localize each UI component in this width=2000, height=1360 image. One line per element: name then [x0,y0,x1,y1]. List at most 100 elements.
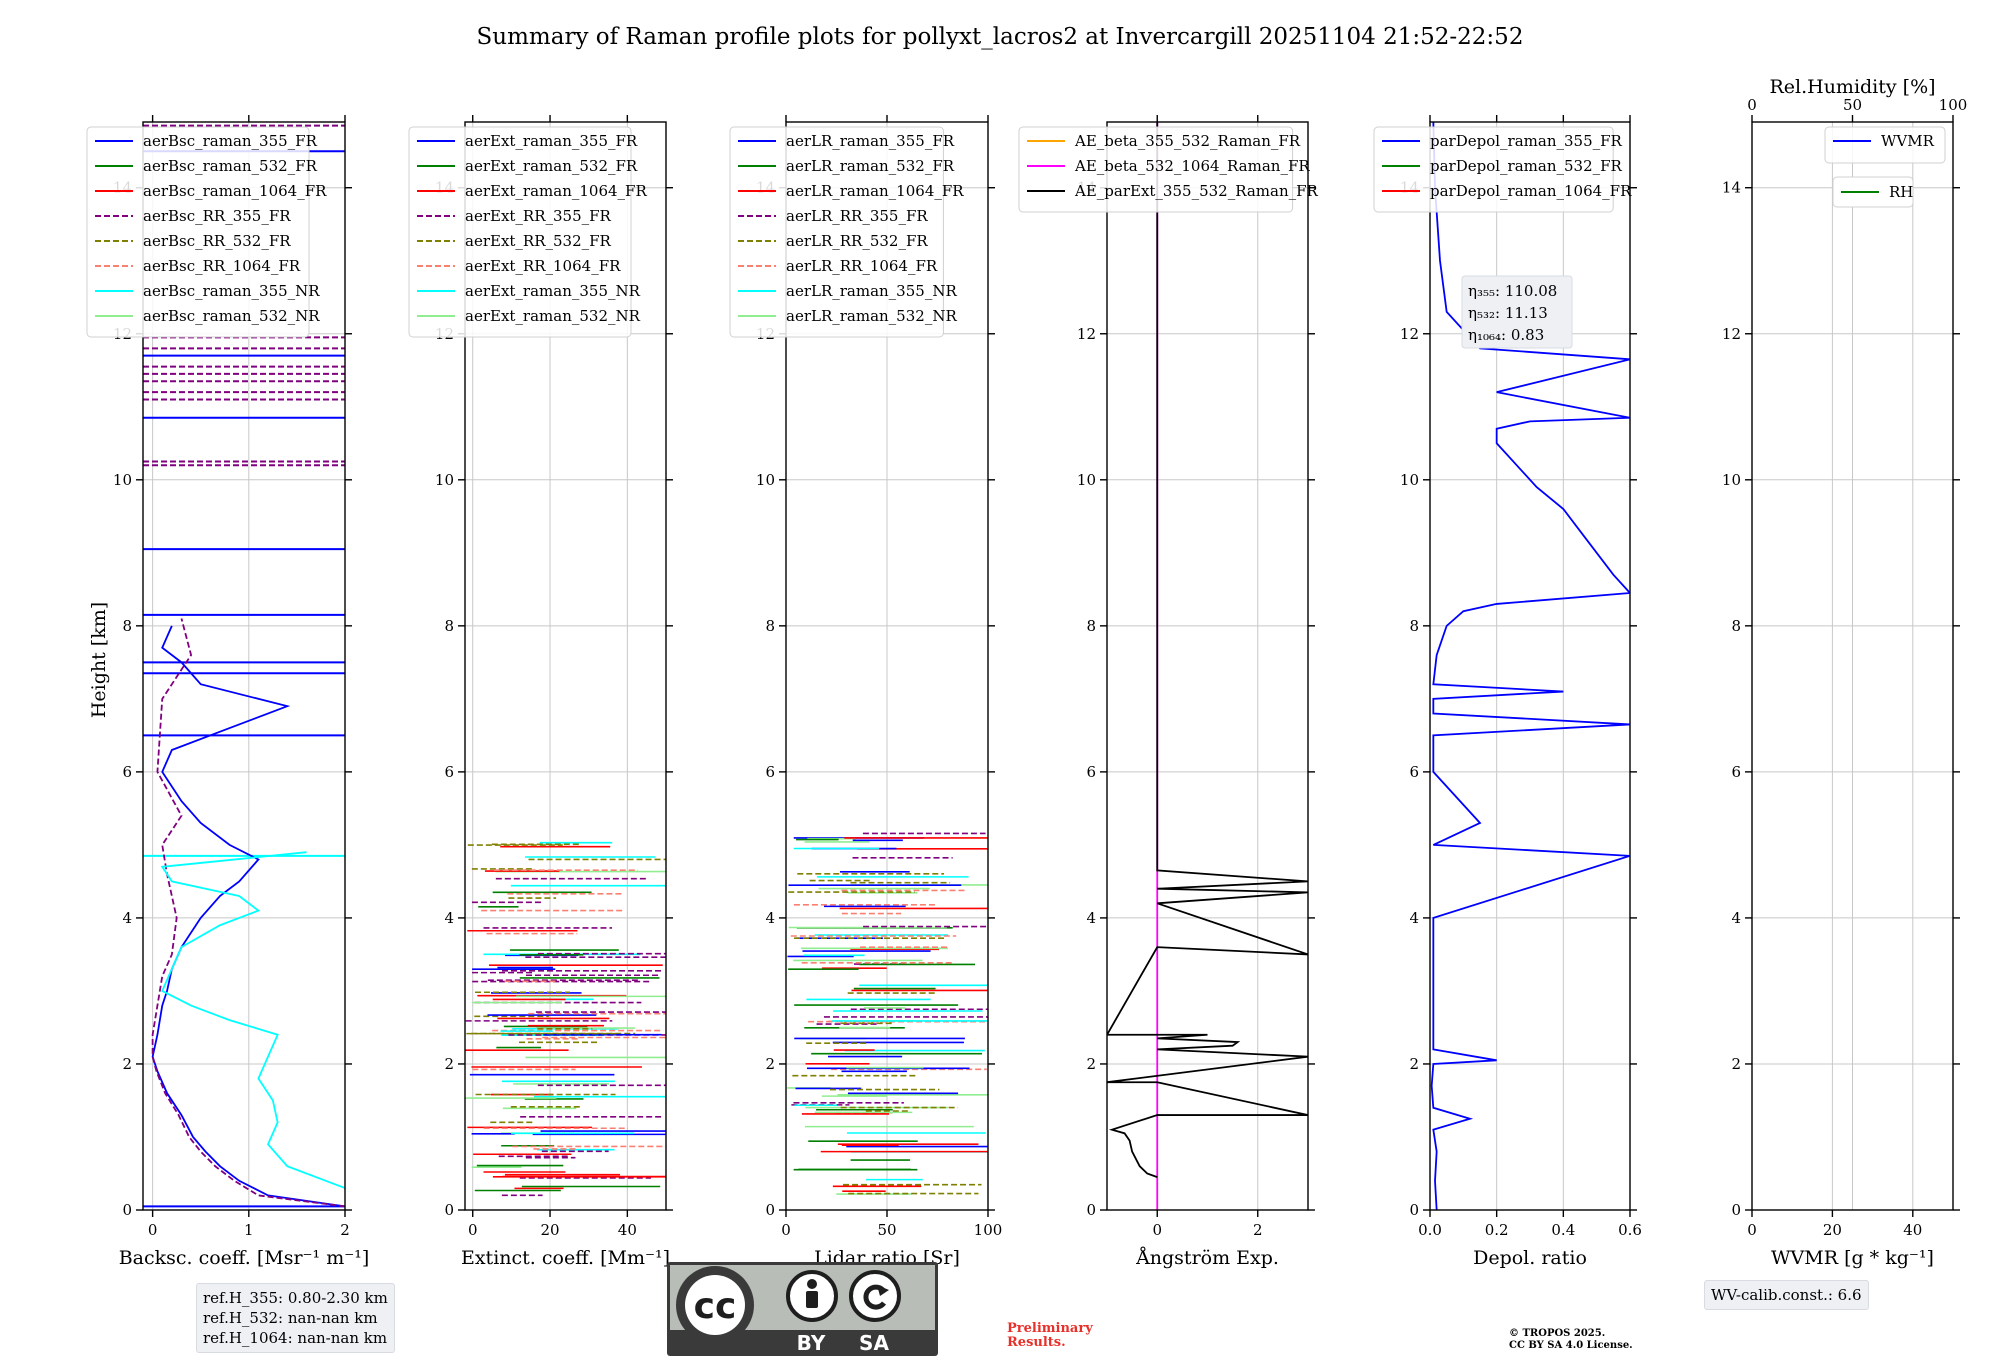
x-tick-label: 0 [468,1221,478,1239]
legend-entry-label: aerBsc_RR_355_FR [143,207,291,225]
y-tick-label: 6 [1086,763,1096,781]
plot-frame [464,121,667,1211]
person-icon [786,1270,838,1322]
top-x-tick-label: 50 [1843,96,1862,114]
x-tick-label: 50 [877,1221,896,1239]
plot-frame [142,121,346,1211]
series-aerBsc_raman_355_NR [160,851,345,1189]
annotation-line: η₅₃₂: 11.13 [1468,304,1548,322]
legend-entry-label: aerLR_raman_355_NR [786,282,957,300]
legend-entry-label: aerExt_RR_1064_FR [465,257,621,275]
legend-entry-label: aerLR_RR_532_FR [786,232,928,250]
series-parDepol_raman_355_FR [1430,122,1630,1210]
y-tick-label: 12 [1722,325,1741,343]
legend-entry-label: aerLR_RR_355_FR [786,207,928,225]
legend-box [1373,126,1614,213]
series-AE_parExt_355_532_Raman_FR [1107,122,1308,1178]
calibration-annotation: η₃₅₅: 110.08 η₅₃₂: 11.13 η₁₀₆₄: 0.83 [1461,275,1573,349]
legend-entry-label: parDepol_raman_355_FR [1430,132,1623,150]
annotation-line: η₁₀₆₄: 0.83 [1468,326,1544,344]
legend: aerBsc_raman_355_FR aerBsc_raman_532_FRae… [86,126,327,338]
legend-entry-label: AE_beta_532_1064_Raman_FR [1074,157,1310,175]
y-tick-label: 10 [435,471,454,489]
series-aerBsc_raman_355_FR [151,625,345,1208]
plot-area [465,841,666,1197]
panel-backscatter: 02468101214012Backsc. coeff. [Msr⁻¹ m⁻¹]… [86,115,369,1269]
copyright-line-1: © TROPOS 2025. [1509,1328,1606,1339]
ref-height-532: ref.H_532: nan-nan km [203,1309,378,1327]
ref-height-1064: ref.H_1064: nan-nan km [203,1329,388,1347]
legend-entry-label: aerLR_raman_1064_FR [786,182,964,200]
y-tick-label: 10 [1077,471,1096,489]
y-tick-label: 8 [122,617,132,635]
y-tick-label: 4 [122,909,132,927]
top-axis-label: Rel.Humidity [%] [1769,76,1935,98]
y-tick-label: 2 [1731,1055,1741,1073]
y-tick-label: 0 [1086,1201,1096,1219]
preliminary-line-1: Preliminary [1007,1321,1093,1336]
legend-entry-label: AE_parExt_355_532_Raman_FR [1074,182,1319,200]
y-tick-label: 0 [444,1201,454,1219]
legend-entry-label: AE_beta_355_532_Raman_FR [1074,132,1301,150]
wv-calibration-constant: WV-calib.const.: 6.6 [1711,1286,1862,1304]
panel-extinction: 0246810121402040Extinct. coeff. [Mm⁻¹]ae… [408,115,673,1269]
legend-entry-label: parDepol_raman_1064_FR [1430,182,1632,200]
legend-entry-label: aerExt_raman_355_FR [465,132,638,150]
y-tick-label: 10 [1400,471,1419,489]
legend-box [408,126,632,338]
legend-box [729,126,944,338]
preliminary-line-2: Results. [1007,1335,1066,1350]
annotation-box [1461,275,1573,349]
legend-entry-label: aerBsc_raman_355_FR [143,132,318,150]
x-tick-label: 0.2 [1485,1221,1509,1239]
x-tick-label: 0.4 [1551,1221,1575,1239]
y-tick-label: 0 [1409,1201,1419,1219]
legend-entry-label: aerBsc_RR_532_FR [143,232,291,250]
top-x-tick-label: 0 [1747,96,1757,114]
x-tick-label: 0.0 [1418,1221,1442,1239]
legend: aerExt_raman_355_FR aerExt_raman_532_FRae… [408,126,647,338]
plot-area [1430,122,1630,1210]
y-tick-label: 4 [444,909,454,927]
series-aerBsc_RR_355_FR [151,618,345,1208]
y-tick-label: 8 [1409,617,1419,635]
y-tick-label: 8 [1731,617,1741,635]
y-tick-label: 2 [1409,1055,1419,1073]
top-x-tick-label: 100 [1939,96,1968,114]
x-axis-label: Depol. ratio [1473,1247,1587,1269]
x-tick-label: 0.6 [1618,1221,1642,1239]
y-tick-label: 6 [1409,763,1419,781]
legend: WVMR RH [1824,126,1946,208]
panel-angstrom: 0246810121402Ångström Exp.AE_beta_355_53… [1018,115,1319,1269]
legend: AE_beta_355_532_Raman_FR AE_beta_532_1064… [1018,126,1319,213]
plot-frame [1429,121,1631,1211]
y-tick-label: 10 [1722,471,1741,489]
legend-entry-label: aerExt_RR_355_FR [465,207,612,225]
y-tick-label: 6 [1731,763,1741,781]
legend: parDepol_raman_355_FR parDepol_raman_532_… [1373,126,1632,213]
x-axis-label: Extinct. coeff. [Mm⁻¹] [461,1247,670,1269]
legend-entry-label: aerBsc_raman_355_NR [143,282,320,300]
legend-entry-label: aerExt_raman_532_FR [465,157,638,175]
x-tick-label: 20 [1823,1221,1842,1239]
legend-entry-label: aerExt_raman_1064_FR [465,182,647,200]
legend-box [86,126,310,338]
x-tick-label: 1 [244,1221,254,1239]
y-tick-label: 10 [756,471,775,489]
reference-heights-box: ref.H_355: 0.80-2.30 km ref.H_532: nan-n… [196,1283,395,1353]
x-tick-label: 40 [1903,1221,1922,1239]
legend-entry-label: aerBsc_raman_532_NR [143,307,320,325]
legend-entry-label: aerLR_raman_532_NR [786,307,957,325]
y-axis-label: Height [km] [88,602,110,718]
legend-entry-label: aerLR_raman_532_FR [786,157,955,175]
legend-entry-label: aerBsc_raman_1064_FR [143,182,327,200]
copyright-note: © TROPOS 2025. CC BY SA 4.0 License. [1509,1328,1633,1352]
legend-entry-label: aerBsc_RR_1064_FR [143,257,301,275]
x-tick-label: 20 [540,1221,559,1239]
legend-entry-label: aerBsc_raman_532_FR [143,157,318,175]
y-tick-label: 4 [1731,909,1741,927]
share-alike-icon [849,1270,901,1322]
legend-box [1018,126,1294,213]
